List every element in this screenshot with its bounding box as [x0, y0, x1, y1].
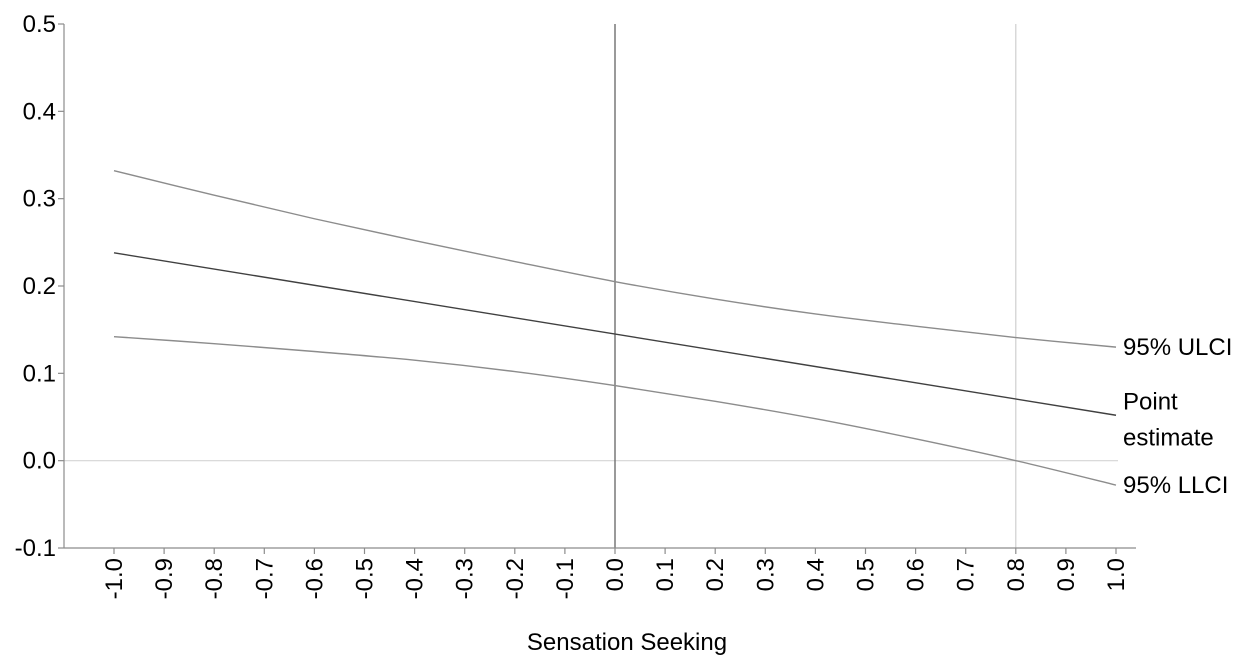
y-tick-label: 0.2	[23, 273, 56, 300]
x-tick-label: 0.2	[702, 558, 729, 591]
llci-label: 95% LLCI	[1123, 472, 1228, 499]
x-tick-label: 0.3	[752, 558, 779, 591]
x-tick-label: -0.2	[502, 558, 529, 599]
x-tick-label: 0.7	[953, 558, 980, 591]
x-tick-label: 0.4	[802, 558, 829, 591]
x-tick-label: 0.1	[652, 558, 679, 591]
x-axis-title: Sensation Seeking	[527, 629, 727, 656]
series-label-line: Point	[1123, 388, 1178, 415]
x-tick-label: -1.0	[101, 558, 128, 599]
x-tick-label: 1.0	[1103, 558, 1130, 591]
x-tick-label: -0.1	[552, 558, 579, 599]
series-label-line: estimate	[1123, 424, 1214, 451]
x-tick-label: -0.7	[251, 558, 278, 599]
x-tick-label: 0.5	[853, 558, 880, 591]
llci-line	[113, 335, 1117, 486]
x-tick-label: 0.8	[1003, 558, 1030, 591]
x-tick-label: -0.6	[301, 558, 328, 599]
x-tick-label: -0.4	[402, 558, 429, 599]
ulci-label: 95% ULCI	[1123, 334, 1232, 361]
x-tick-label: 0.0	[602, 558, 629, 591]
ulci-line	[113, 170, 1117, 348]
x-tick-label: -0.5	[352, 558, 379, 599]
x-tick-label: -0.3	[452, 558, 479, 599]
y-tick-label: -0.1	[15, 535, 56, 562]
x-tick-label: -0.8	[201, 558, 228, 599]
y-tick-label: 0.4	[23, 98, 56, 125]
x-tick-label: -0.9	[151, 558, 178, 599]
y-tick-label: 0.0	[23, 448, 56, 475]
point-estimate-label: Point estimate	[1123, 388, 1214, 451]
point-estimate-line	[113, 252, 1117, 416]
y-tick-label: 0.5	[23, 11, 56, 38]
x-tick-label: 0.9	[1053, 558, 1080, 591]
x-tick-label: 0.6	[903, 558, 930, 591]
y-tick-label: 0.3	[23, 186, 56, 213]
y-tick-label: 0.1	[23, 360, 56, 387]
